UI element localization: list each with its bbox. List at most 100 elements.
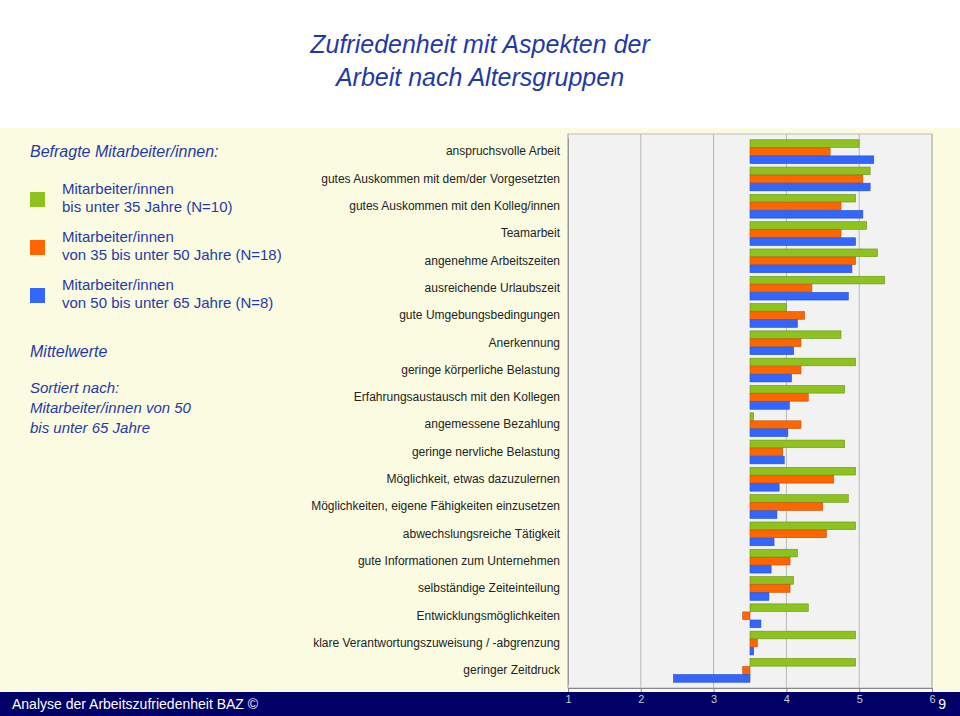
bar (750, 530, 826, 538)
y-tick: anspruchsvolle Arbeit (446, 144, 568, 158)
y-tick: geringer Zeitdruck (463, 663, 568, 677)
annotation: 9 (938, 696, 946, 712)
bar (750, 249, 877, 257)
y-tick: geringe nervliche Belastung (412, 445, 568, 459)
y-axis: anspruchsvolle Arbeit gutes Auskommen mit… (311, 139, 568, 685)
bar (750, 167, 870, 175)
bar (750, 230, 841, 238)
y-tick: gute Informationen zum Unternehmen (358, 554, 568, 568)
y-tick: gutes Auskommen mit dem/der Vorgesetzten (321, 172, 568, 186)
x-tick-mark (568, 688, 569, 692)
y-tick: Entwicklungsmöglichkeiten (417, 609, 568, 623)
bar (750, 593, 769, 601)
legend-swatch (30, 240, 45, 255)
bar (750, 194, 856, 202)
x-tick-mark (859, 688, 860, 692)
legend-swatch (30, 192, 45, 207)
bar (750, 210, 863, 218)
chart-svg: Zufriedenheit mit Aspekten derArbeit nac… (0, 0, 960, 716)
bar (750, 257, 856, 265)
bar (750, 284, 812, 292)
legend: Mitarbeiter/innenbis unter 35 Jahre (N=1… (30, 180, 282, 311)
bar (750, 467, 856, 475)
annotation: bis unter 65 Jahre (30, 419, 150, 436)
x-tick: 6 (929, 688, 935, 705)
annotation: Mittelwerte (30, 343, 107, 360)
bar (750, 276, 885, 284)
footer (0, 692, 960, 716)
bar (750, 585, 790, 593)
bar (750, 549, 797, 557)
y-tick: geringe körperliche Belastung (401, 363, 568, 377)
category-label: geringe nervliche Belastung (412, 445, 560, 459)
x-tick-mark (932, 688, 933, 692)
bar (750, 413, 754, 421)
x-tick-label: 5 (857, 693, 863, 705)
bar (750, 440, 845, 448)
x-tick-mark (786, 688, 787, 692)
left-panel (0, 128, 568, 692)
category-label: klare Verantwortungszuweisung / -abgrenz… (313, 636, 560, 650)
x-axis: 1 2 3 4 5 6 (565, 688, 935, 705)
bar (750, 402, 789, 410)
x-tick-label: 4 (784, 693, 790, 705)
bar (750, 658, 856, 666)
x-tick: 1 (565, 688, 571, 705)
bar (750, 331, 841, 339)
y-tick: Möglichkeit, etwas dazuzulernen (387, 472, 568, 486)
category-label: Möglichkeit, etwas dazuzulernen (387, 472, 560, 486)
x-tick: 2 (638, 688, 644, 705)
bar (750, 366, 801, 374)
bar (750, 495, 848, 503)
legend-label: Mitarbeiter/innenvon 35 bis unter 50 Jah… (62, 228, 282, 263)
bar (750, 429, 788, 437)
bar (750, 339, 801, 347)
bar (750, 347, 794, 355)
bar (750, 620, 761, 628)
bar (750, 577, 794, 585)
category-label: anspruchsvolle Arbeit (446, 144, 561, 158)
y-axis-line (568, 139, 569, 685)
bar (750, 565, 771, 573)
bar (743, 667, 750, 675)
x-tick-label: 6 (929, 693, 935, 705)
grid (568, 134, 932, 688)
bars (674, 140, 885, 682)
x-tick: 3 (711, 688, 717, 705)
bar (750, 358, 856, 366)
category-label: Teamarbeit (501, 226, 561, 240)
bar (750, 385, 845, 393)
chart-title: Zufriedenheit mit Aspekten derArbeit nac… (309, 30, 651, 91)
bar (750, 140, 859, 148)
category-label: gutes Auskommen mit den Kolleg/innen (349, 199, 560, 213)
bar (750, 538, 774, 546)
category-label: Anerkennung (489, 336, 560, 350)
category-label: geringer Zeitdruck (463, 663, 561, 677)
y-tick: klare Verantwortungszuweisung / -abgrenz… (313, 636, 568, 650)
bar (750, 238, 856, 246)
bar (750, 304, 786, 312)
category-label: ausreichende Urlaubszeit (425, 281, 561, 295)
y-tick: abwechslungsreiche Tätigkeit (403, 527, 568, 541)
legend-label: Mitarbeiter/innenvon 50 bis unter 65 Jah… (62, 276, 273, 311)
y-tick: Teamarbeit (501, 226, 568, 240)
y-tick: Anerkennung (489, 336, 568, 350)
bar (750, 511, 777, 519)
y-tick: gute Umgebungsbedingungen (399, 308, 568, 322)
bar (750, 557, 790, 565)
chart-root: Zufriedenheit mit Aspekten derArbeit nac… (0, 0, 960, 716)
bar (750, 483, 779, 491)
y-tick: gutes Auskommen mit den Kolleg/innen (349, 199, 568, 213)
y-tick: ausreichende Urlaubszeit (425, 281, 568, 295)
bar (750, 148, 830, 156)
legend-label: Mitarbeiter/innenbis unter 35 Jahre (N=1… (62, 180, 233, 215)
bar (750, 265, 852, 273)
category-label: Erfahrungsaustausch mit den Kollegen (354, 390, 560, 404)
category-label: selbständige Zeiteinteilung (418, 581, 560, 595)
annotation: Sortiert nach: (30, 379, 119, 396)
y-tick: selbständige Zeiteinteilung (418, 581, 568, 595)
bar (750, 475, 834, 483)
bar (750, 421, 801, 429)
bar (750, 175, 863, 183)
x-tick-label: 2 (638, 693, 644, 705)
